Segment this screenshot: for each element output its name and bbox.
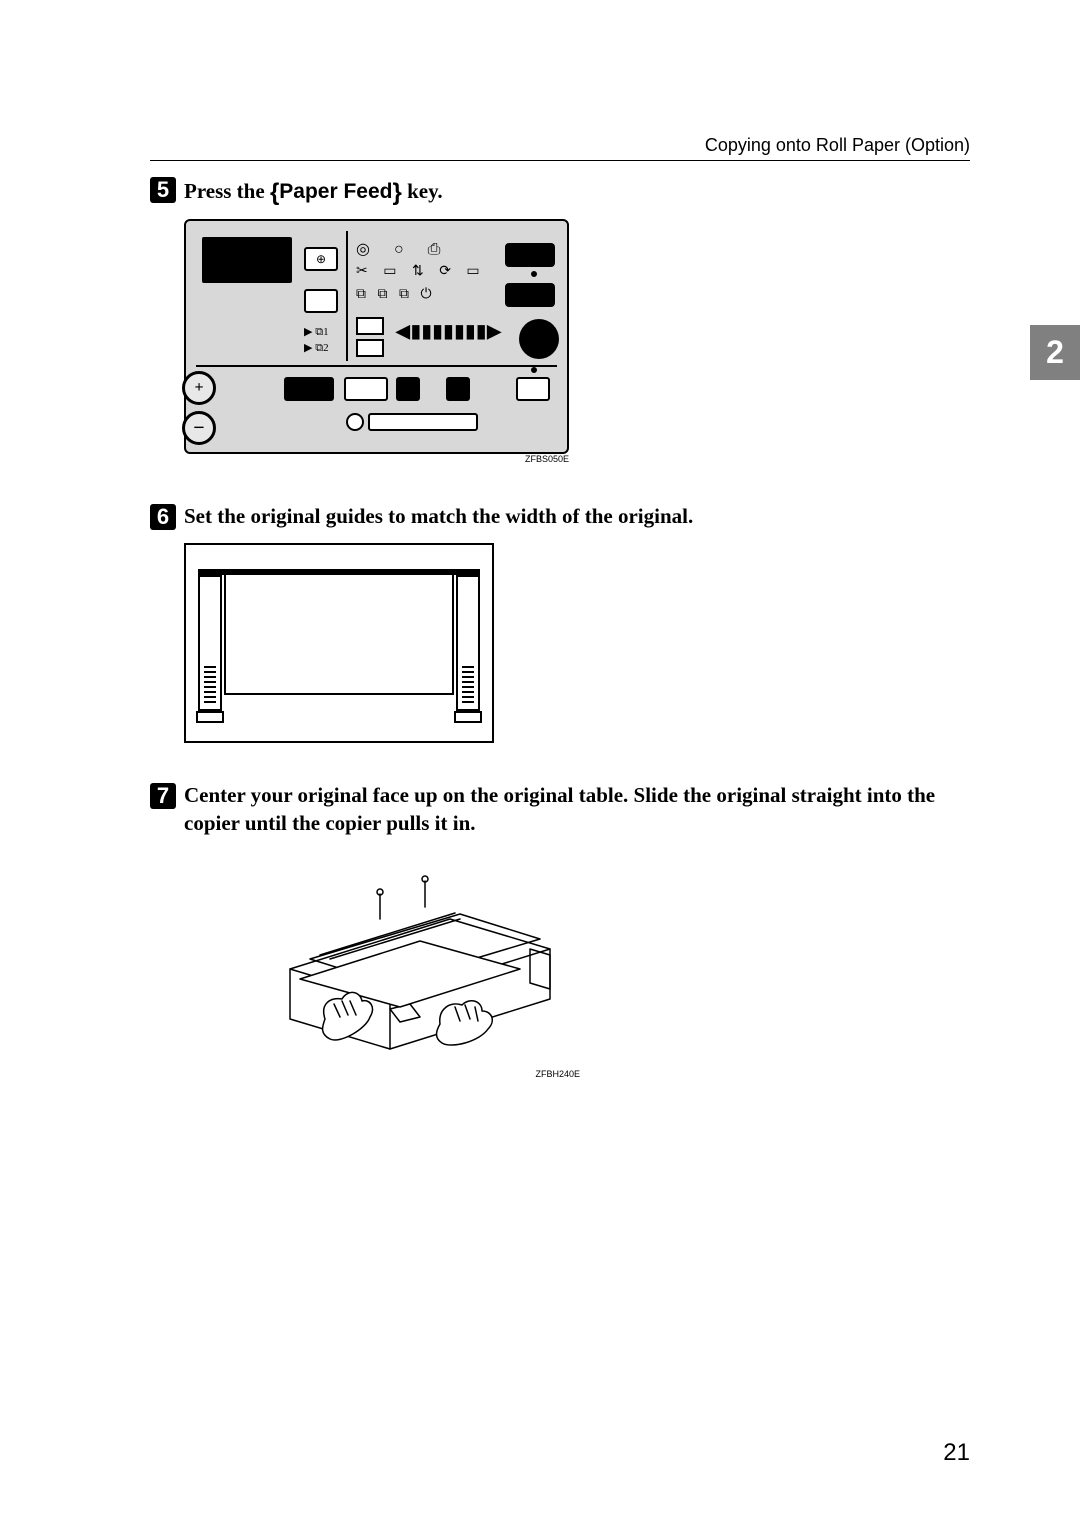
slider-track [368,413,478,431]
zoom-minus-knob: − [182,411,216,445]
icon-row-3: ⧉ ⧉ ⧉ ⏻ [356,287,436,303]
dial-icon [346,413,364,431]
arrow-left-button [396,377,420,401]
step-7-text: Center your original face up on the orig… [184,781,970,838]
section-number: 2 [1046,334,1064,371]
left-guide [198,575,222,711]
figure-original-guides [184,543,494,743]
lcd-screen [202,237,292,283]
step-7: 7 Center your original face up on the or… [150,781,970,1080]
paper-feed-key-label: Paper Feed [279,180,392,203]
paper-feed-button-1 [356,317,384,335]
adjust-button: ⊕ [304,247,338,271]
control-panel: ⊕ ▶ ⧉1 ▶ ⧉2 ◎ ○ ⎙ ✂ ▭ ⇅ ⟳ ▭ ⧉ ⧉ ⧉ ⏻ ◀▮▮▮… [184,219,569,454]
step-6-head: 6 Set the original guides to match the w… [150,502,970,530]
header-rule [150,160,970,161]
paper-feed-button-2 [356,339,384,357]
panel-hrule [196,365,557,367]
step-5-text: Press the {Paper Feed} key. [184,175,970,207]
page: Copying onto Roll Paper (Option) 2 5 Pre… [0,0,1080,1525]
figure-feed-original: ZFBH240E [270,849,580,1079]
start-button [505,283,555,307]
right-guide-base [454,711,482,723]
zoom-plus-knob: + [182,371,216,405]
roll1-label: ▶ ⧉1 [304,325,329,339]
clear-stop-button [505,243,555,267]
step-6: 6 Set the original guides to match the w… [150,502,970,742]
original-button [304,289,338,313]
figure-control-panel: ⊕ ▶ ⧉1 ▶ ⧉2 ◎ ○ ⎙ ✂ ▭ ⇅ ⟳ ▭ ⧉ ⧉ ⧉ ⏻ ◀▮▮▮… [184,219,569,464]
page-header: Copying onto Roll Paper (Option) [705,135,970,156]
mode-button-1 [284,377,334,401]
step-5-pre: Press the [184,179,270,203]
step-number-icon: 7 [150,783,176,809]
step-5-post: key. [402,179,443,203]
icon-row-2: ✂ ▭ ⇅ ⟳ ▭ [356,263,486,280]
step-6-text: Set the original guides to match the wid… [184,502,970,530]
panel-divider [346,231,348,361]
copier-illustration [270,849,570,1069]
indicator-dot-1 [531,271,537,277]
bracket-open-icon: { [270,179,279,206]
left-guide-base [196,711,224,723]
indicator-dot-2 [531,367,537,373]
step-7-head: 7 Center your original face up on the or… [150,781,970,838]
output-button [516,377,550,401]
arrow-right-button [446,377,470,401]
mode-button-2 [344,377,388,401]
original-guides-illustration [184,543,494,743]
roll2-label: ▶ ⧉2 [304,341,329,355]
right-guide [456,575,480,711]
figure-1-caption: ZFBS050E [184,454,569,464]
step-number-icon: 6 [150,504,176,530]
round-button [519,319,559,359]
step-5: 5 Press the {Paper Feed} key. ⊕ ▶ ⧉1 ▶ ⧉… [150,175,970,464]
bracket-close-icon: } [393,179,402,206]
figure-3-caption: ZFBH240E [270,1069,580,1079]
page-number: 21 [943,1439,970,1467]
original-area [224,575,454,695]
density-indicator: ◀▮▮▮▮▮▮▮▶ [396,321,502,342]
section-tab: 2 [1030,325,1080,380]
step-5-head: 5 Press the {Paper Feed} key. [150,175,970,207]
step-number-icon: 5 [150,177,176,203]
icon-row-1: ◎ ○ ⎙ [356,239,450,259]
